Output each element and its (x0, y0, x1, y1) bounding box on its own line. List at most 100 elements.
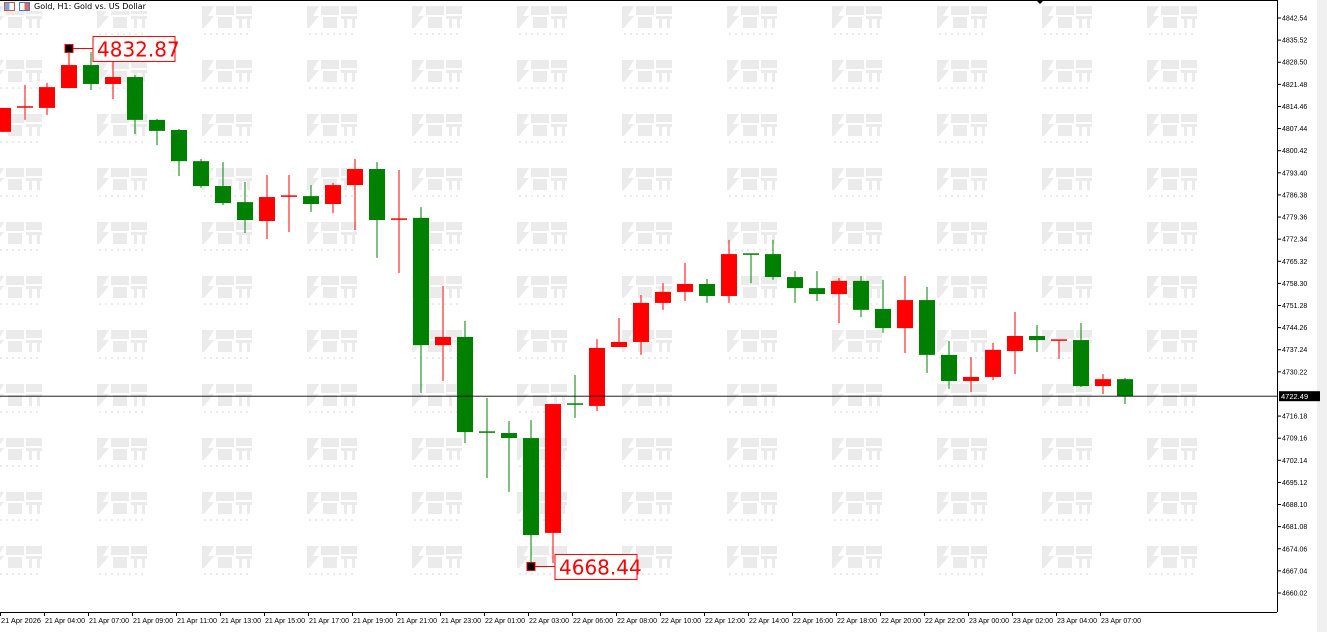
watermark-subtext-dot (420, 195, 422, 197)
watermark-glyph (344, 559, 347, 568)
watermark-subtext-dot (204, 519, 206, 521)
watermark-glyph (247, 559, 250, 568)
watermark-subtext-dot (210, 141, 212, 143)
watermark-logo (1147, 276, 1197, 305)
watermark-glyph (877, 343, 880, 352)
watermark-glyph (426, 330, 444, 339)
watermark-glyph (741, 114, 759, 123)
watermark-logo (307, 330, 357, 359)
watermark-logo (622, 438, 672, 467)
watermark-subtext-dot (30, 519, 32, 521)
watermark-subtext-dot (351, 303, 353, 305)
watermark-subtext-dot (525, 33, 527, 35)
watermark-logo (0, 222, 42, 251)
watermark-subtext-dot (765, 465, 767, 467)
watermark-subtext-dot (747, 519, 749, 521)
watermark-subtext-dot (1161, 195, 1163, 197)
watermark-glyph (449, 181, 452, 190)
y-tick-label: 4807.44 (1282, 126, 1307, 133)
watermark-subtext-dot (771, 357, 773, 359)
watermark-glyph (111, 168, 129, 177)
watermark-subtext-dot (456, 465, 458, 467)
watermark-subtext-dot (12, 357, 14, 359)
watermark-glyph (457, 505, 460, 514)
watermark-logo (97, 492, 147, 521)
watermark-subtext-dot (12, 303, 14, 305)
watermark-glyph (341, 276, 357, 284)
watermark-logo (622, 384, 672, 413)
watermark-glyph (533, 71, 547, 82)
watermark-subtext-dot (30, 141, 32, 143)
watermark-mark (937, 114, 949, 136)
watermark-glyph (236, 222, 252, 230)
watermark-subtext-dot (309, 195, 311, 197)
watermark-subtext-dot (870, 465, 872, 467)
watermark-glyph (426, 546, 444, 555)
watermark-subtext-dot (24, 519, 26, 521)
watermark-subtext-dot (1068, 195, 1070, 197)
watermark-subtext-dot (135, 141, 137, 143)
watermark-glyph (656, 168, 672, 176)
watermark-subtext-dot (30, 411, 32, 413)
watermark-subtext-dot (234, 465, 236, 467)
watermark-logo (517, 6, 567, 35)
watermark-subtext-dot (945, 411, 947, 413)
watermark-subtext-dot (753, 573, 755, 575)
watermark-subtext-dot (834, 411, 836, 413)
x-tick-label: 23 Apr 00:00 (969, 618, 1009, 625)
candle-body (413, 217, 429, 346)
watermark-subtext-dot (246, 141, 248, 143)
watermark-glyph (8, 557, 22, 568)
watermark-subtext-dot (216, 87, 218, 89)
candle-body (523, 438, 539, 536)
watermark-subtext-dot (642, 411, 644, 413)
watermark-glyph (971, 330, 987, 338)
watermark-glyph (953, 233, 967, 244)
watermark-glyph (656, 16, 672, 19)
watermark-subtext-dot (759, 249, 761, 251)
watermark-subtext-dot (1080, 195, 1082, 197)
watermark-subtext-dot (975, 87, 977, 89)
watermark-glyph (26, 556, 42, 559)
watermark-glyph (321, 438, 339, 447)
watermark-logo (1042, 6, 1092, 35)
watermark-subtext-dot (1044, 357, 1046, 359)
watermark-subtext-dot (969, 411, 971, 413)
watermark-subtext-dot (204, 33, 206, 35)
watermark-glyph (877, 73, 880, 82)
watermark-subtext-dot (321, 573, 323, 575)
watermark-glyph (352, 73, 355, 82)
watermark-mark (937, 168, 949, 190)
watermark-mark (517, 222, 529, 244)
watermark-subtext-dot (420, 519, 422, 521)
watermark-glyph (446, 394, 462, 397)
watermark-glyph (247, 397, 250, 406)
watermark-glyph (869, 343, 872, 352)
watermark-subtext-dot (240, 141, 242, 143)
watermark-subtext-dot (531, 33, 533, 35)
watermark-glyph (638, 179, 652, 190)
watermark-mark (937, 492, 949, 514)
watermark-subtext-dot (549, 249, 551, 251)
watermark-subtext-dot (117, 33, 119, 35)
watermark-subtext-dot (840, 141, 842, 143)
watermark-subtext-dot (117, 465, 119, 467)
watermark-glyph (352, 289, 355, 298)
watermark-subtext-dot (666, 195, 668, 197)
watermark-glyph (8, 71, 22, 82)
watermark-subtext-dot (1050, 249, 1052, 251)
watermark-glyph (216, 330, 234, 339)
watermark-subtext-dot (654, 87, 656, 89)
watermark-mark (202, 546, 214, 568)
watermark-subtext-dot (939, 519, 941, 521)
watermark-subtext-dot (939, 411, 941, 413)
candle-body (347, 169, 363, 186)
watermark-subtext-dot (420, 141, 422, 143)
watermark-subtext-dot (1149, 195, 1151, 197)
watermark-subtext-dot (735, 411, 737, 413)
watermark-subtext-dot (99, 87, 101, 89)
watermark-subtext-dot (222, 87, 224, 89)
x-tick-label: 22 Apr 08:00 (617, 618, 657, 625)
watermark-glyph (446, 556, 462, 559)
